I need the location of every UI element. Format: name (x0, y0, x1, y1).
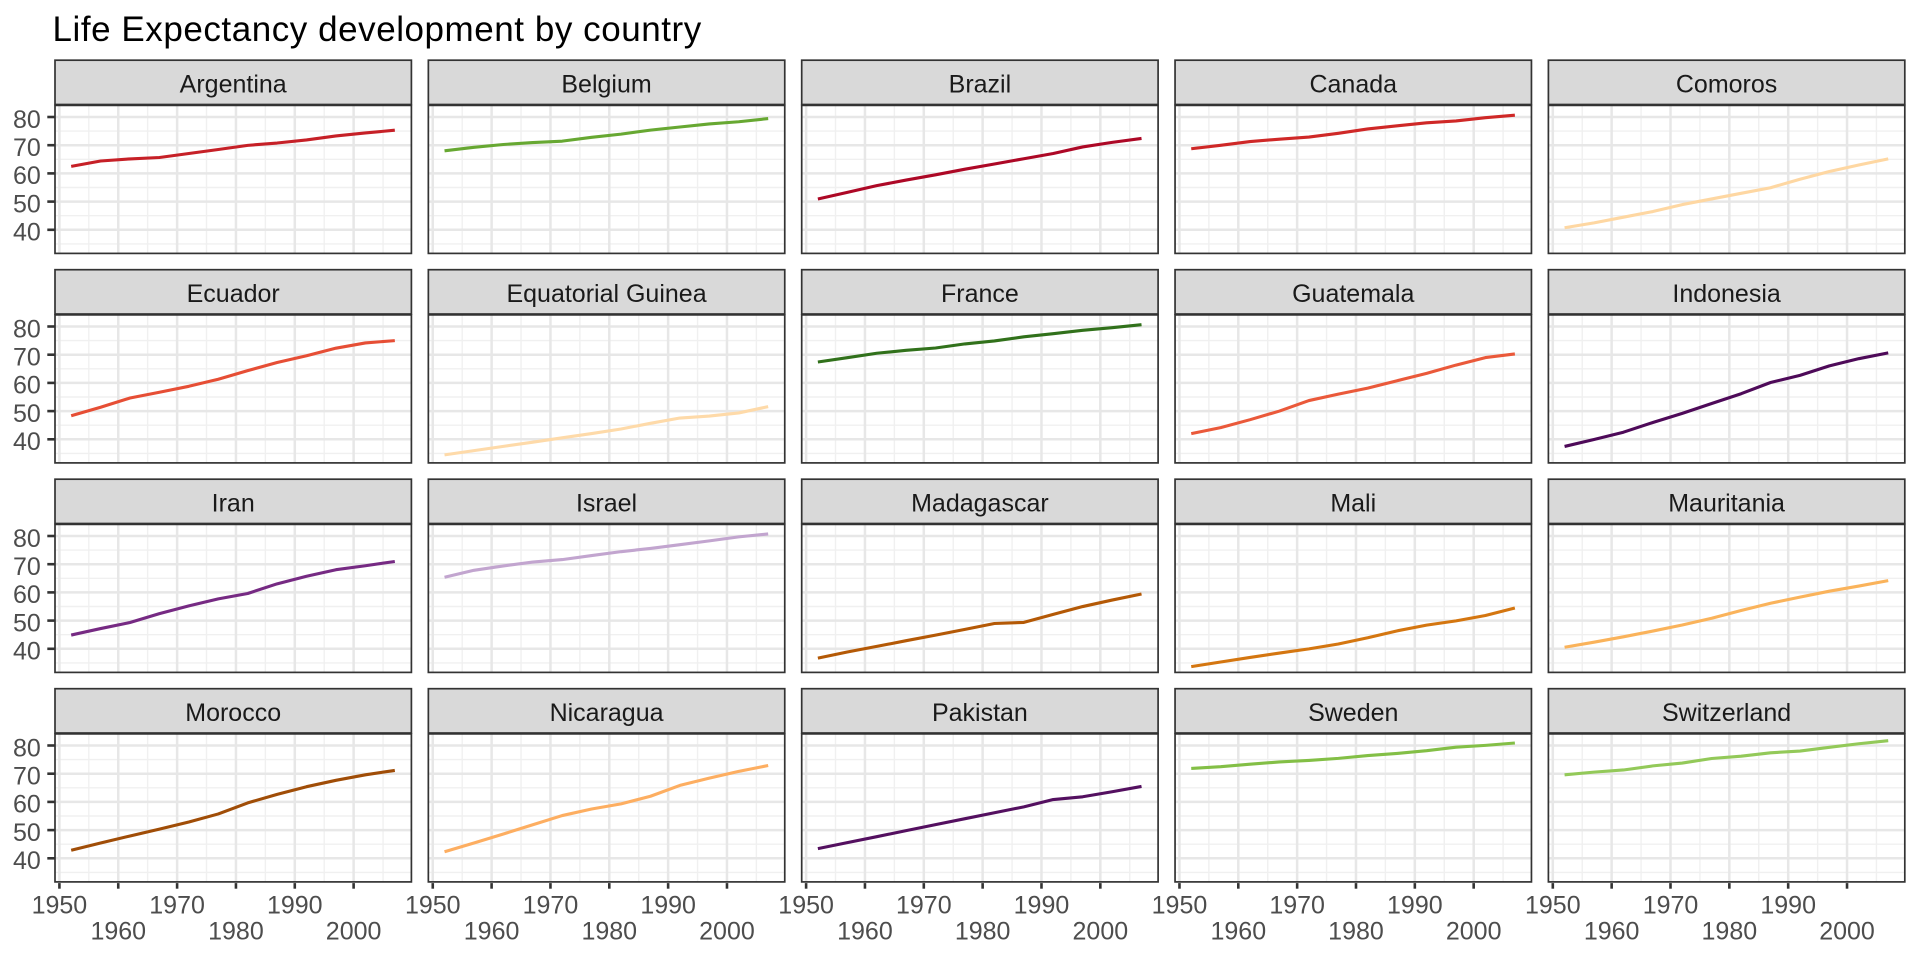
svg-text:2000: 2000 (1819, 917, 1875, 945)
svg-text:80: 80 (13, 525, 41, 553)
svg-text:40: 40 (13, 638, 41, 666)
svg-text:1980: 1980 (1702, 917, 1758, 945)
svg-text:Ecuador: Ecuador (187, 280, 280, 308)
svg-text:Brazil: Brazil (949, 71, 1012, 99)
svg-text:1980: 1980 (208, 917, 264, 945)
svg-text:1970: 1970 (1643, 891, 1699, 919)
svg-text:Life Expectancy development by: Life Expectancy development by country (53, 10, 702, 49)
svg-text:1960: 1960 (1584, 917, 1640, 945)
svg-text:Switzerland: Switzerland (1662, 699, 1791, 727)
svg-text:1970: 1970 (149, 891, 205, 919)
svg-text:1950: 1950 (778, 891, 834, 919)
svg-text:1980: 1980 (581, 917, 637, 945)
svg-text:50: 50 (13, 609, 41, 637)
svg-text:1970: 1970 (1269, 891, 1325, 919)
svg-text:60: 60 (13, 791, 41, 819)
svg-text:1980: 1980 (1328, 917, 1384, 945)
svg-text:1960: 1960 (464, 917, 520, 945)
svg-text:1970: 1970 (896, 891, 952, 919)
svg-text:Pakistan: Pakistan (932, 699, 1028, 727)
svg-text:1990: 1990 (1387, 891, 1443, 919)
svg-text:1960: 1960 (837, 917, 893, 945)
svg-text:40: 40 (13, 219, 41, 247)
svg-text:Argentina: Argentina (180, 71, 287, 99)
svg-text:2000: 2000 (326, 917, 382, 945)
svg-text:60: 60 (13, 162, 41, 190)
svg-text:1950: 1950 (1152, 891, 1208, 919)
svg-text:Israel: Israel (576, 490, 637, 518)
svg-text:Comoros: Comoros (1676, 71, 1777, 99)
svg-text:1980: 1980 (955, 917, 1011, 945)
svg-text:1990: 1990 (1014, 891, 1070, 919)
svg-text:1950: 1950 (405, 891, 461, 919)
svg-text:Canada: Canada (1309, 71, 1397, 99)
svg-text:Equatorial Guinea: Equatorial Guinea (506, 280, 706, 308)
svg-text:Nicaragua: Nicaragua (550, 699, 664, 727)
svg-text:40: 40 (13, 847, 41, 875)
svg-text:80: 80 (13, 315, 41, 343)
svg-text:1960: 1960 (1210, 917, 1266, 945)
svg-text:France: France (941, 280, 1019, 308)
svg-text:1990: 1990 (640, 891, 696, 919)
svg-text:50: 50 (13, 400, 41, 428)
svg-text:Mauritania: Mauritania (1668, 490, 1785, 518)
svg-text:40: 40 (13, 428, 41, 456)
svg-text:80: 80 (13, 734, 41, 762)
svg-text:2000: 2000 (1073, 917, 1129, 945)
svg-text:Mali: Mali (1330, 490, 1376, 518)
svg-text:Madagascar: Madagascar (911, 490, 1049, 518)
svg-text:Morocco: Morocco (185, 699, 281, 727)
svg-text:50: 50 (13, 819, 41, 847)
svg-text:2000: 2000 (1446, 917, 1502, 945)
svg-text:1990: 1990 (1760, 891, 1816, 919)
svg-text:1990: 1990 (267, 891, 323, 919)
svg-text:1960: 1960 (90, 917, 146, 945)
svg-text:Sweden: Sweden (1308, 699, 1398, 727)
svg-text:Indonesia: Indonesia (1672, 280, 1781, 308)
svg-text:70: 70 (13, 344, 41, 372)
svg-text:80: 80 (13, 106, 41, 134)
svg-text:Guatemala: Guatemala (1292, 280, 1414, 308)
svg-text:70: 70 (13, 553, 41, 581)
svg-text:1970: 1970 (523, 891, 579, 919)
svg-text:Iran: Iran (212, 490, 255, 518)
svg-text:2000: 2000 (699, 917, 755, 945)
svg-text:Belgium: Belgium (561, 71, 651, 99)
svg-text:70: 70 (13, 763, 41, 791)
svg-text:60: 60 (13, 581, 41, 609)
svg-text:1950: 1950 (32, 891, 88, 919)
svg-text:70: 70 (13, 134, 41, 162)
svg-text:1950: 1950 (1525, 891, 1581, 919)
svg-text:50: 50 (13, 190, 41, 218)
svg-text:60: 60 (13, 372, 41, 400)
